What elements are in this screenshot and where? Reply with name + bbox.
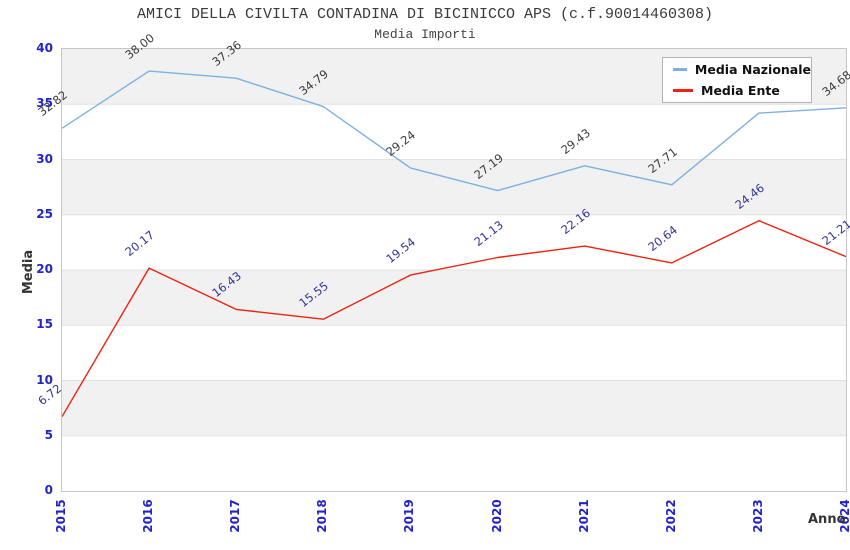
y-tick-label: 20 (36, 262, 53, 276)
y-tick-label: 15 (36, 317, 53, 332)
legend-item-media-ente: Media Ente (673, 83, 811, 98)
x-tick-label: 2022 (663, 499, 678, 533)
x-tick-label: 2017 (228, 499, 243, 533)
chart-subtitle: Media Importi (374, 27, 476, 42)
plot-area (61, 48, 847, 492)
y-tick-label: 5 (44, 427, 53, 442)
y-tick-label: 0 (44, 483, 53, 497)
chart-svg (62, 49, 846, 491)
chart-title: AMICI DELLA CIVILTA CONTADINA DI BICINIC… (136, 6, 714, 23)
ente-line-swatch (673, 89, 693, 92)
legend-label-media-ente: Media Ente (701, 83, 780, 98)
y-tick-label: 35 (36, 96, 53, 111)
x-tick-label: 2020 (489, 499, 504, 533)
x-axis-title: Anno (808, 512, 846, 527)
x-tick-label: 2018 (315, 499, 330, 533)
y-tick-label: 40 (36, 41, 53, 55)
x-tick-label: 2021 (576, 499, 591, 533)
x-tick-label: 2023 (750, 499, 765, 533)
legend-label-media-nazionale: Media Nazionale (694, 62, 811, 77)
y-tick-label: 30 (36, 151, 53, 166)
legend-item-media-nazionale: Media Nazionale (673, 62, 811, 77)
legend: Media Nazionale Media Ente (662, 57, 812, 103)
y-tick-label: 10 (36, 372, 53, 387)
y-tick-label: 25 (36, 206, 53, 221)
x-tick-label: 2019 (402, 499, 417, 533)
x-tick-label: 2016 (141, 499, 156, 533)
nazionale-line-swatch (673, 68, 687, 71)
x-tick-label: 2015 (54, 499, 68, 533)
